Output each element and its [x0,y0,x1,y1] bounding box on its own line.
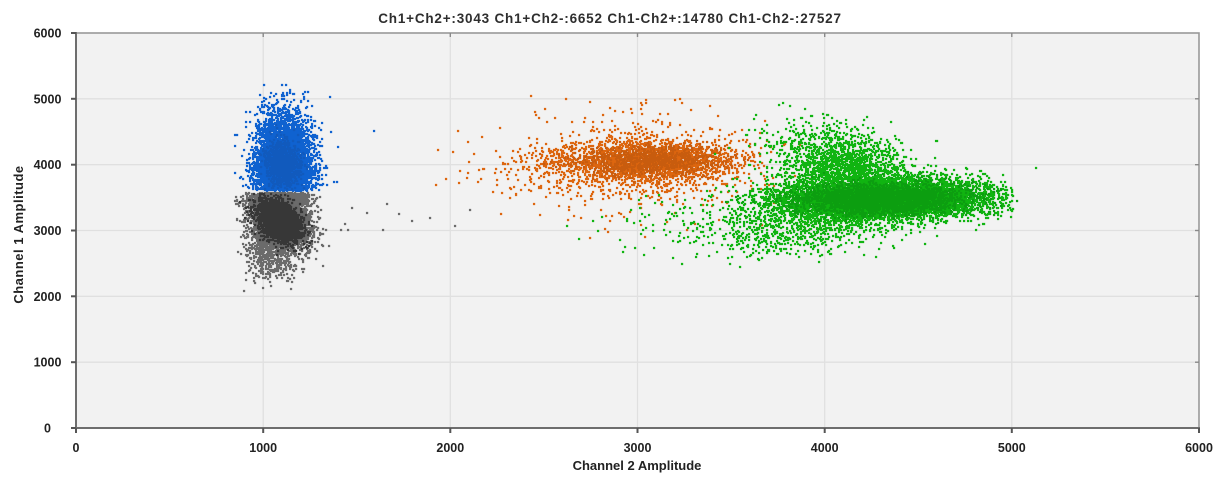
svg-text:4000: 4000 [811,441,839,455]
svg-text:2000: 2000 [34,290,62,304]
svg-text:4000: 4000 [34,158,62,172]
svg-text:1000: 1000 [249,441,277,455]
svg-text:3000: 3000 [34,224,62,238]
svg-text:5000: 5000 [34,92,62,106]
svg-text:Channel 1 Amplitude: Channel 1 Amplitude [11,165,26,303]
svg-text:2000: 2000 [436,441,464,455]
svg-text:6000: 6000 [34,27,62,41]
svg-text:Ch1+Ch2+:3043 Ch1+Ch2-:6652 Ch: Ch1+Ch2+:3043 Ch1+Ch2-:6652 Ch1-Ch2+:147… [378,11,842,26]
svg-text:3000: 3000 [624,441,652,455]
svg-text:0: 0 [73,441,80,455]
svg-text:0: 0 [44,422,51,436]
svg-text:6000: 6000 [1185,441,1213,455]
svg-text:5000: 5000 [998,441,1026,455]
svg-text:Channel 2 Amplitude: Channel 2 Amplitude [573,458,702,473]
svg-text:1000: 1000 [34,356,62,370]
